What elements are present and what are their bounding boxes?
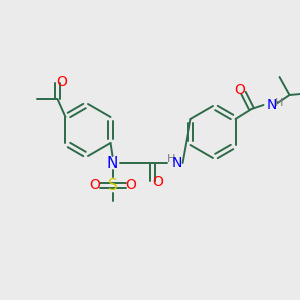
Text: N: N: [107, 155, 118, 170]
Text: O: O: [56, 75, 67, 89]
Text: S: S: [108, 178, 117, 193]
Text: O: O: [152, 175, 163, 189]
Text: N: N: [266, 98, 277, 112]
Text: O: O: [89, 178, 100, 192]
Text: O: O: [125, 178, 136, 192]
Text: N: N: [171, 156, 182, 170]
Text: H: H: [275, 98, 284, 108]
Text: O: O: [234, 83, 245, 97]
Text: H: H: [167, 154, 176, 164]
